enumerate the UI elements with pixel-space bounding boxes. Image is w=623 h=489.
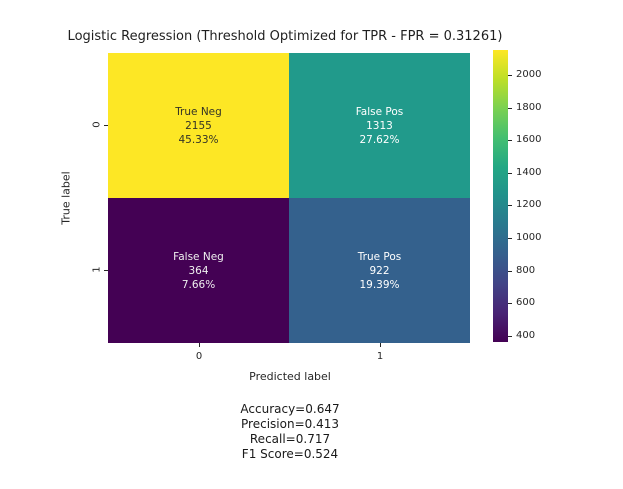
colorbar-tick-label: 600 [516,297,536,308]
cell-label: False Pos [355,105,404,118]
colorbar-tick-label: 1000 [516,232,542,243]
metric-recall: Recall=0.717 [249,432,331,446]
cell-count: 1313 [366,119,393,132]
metric-accuracy: Accuracy=0.647 [240,402,340,416]
colorbar-tick [508,108,512,109]
colorbar [493,50,508,342]
colorbar-tick-label: 1800 [516,102,542,113]
colorbar-tick [508,205,512,206]
confusion-matrix-heatmap: True Neg 2155 45.33% False Pos 1313 27.6… [108,53,470,343]
colorbar-tick [508,303,512,304]
colorbar-tick [508,75,512,76]
cell-label: False Neg [173,250,224,263]
chart-title: Logistic Regression (Threshold Optimized… [67,29,503,44]
colorbar-tick [508,140,512,141]
metrics-summary: Accuracy=0.647 Precision=0.413 Recall=0.… [240,402,339,462]
y-tick-label-0: 0 [91,121,103,128]
x-axis-label: Predicted label [249,370,331,383]
colorbar-tick-label: 1400 [516,167,542,178]
x-axis-tick [380,343,381,347]
y-axis-tick [104,125,108,126]
y-tick-label-1: 1 [91,266,103,273]
colorbar-tick-label: 1600 [516,134,542,145]
metric-precision: Precision=0.413 [241,417,339,431]
colorbar-tick-label: 400 [516,330,536,341]
cell-label: True Pos [357,250,402,263]
cell-percent: 7.66% [181,278,216,291]
colorbar-tick-label: 800 [516,265,536,276]
cell-true-neg: True Neg 2155 45.33% [108,53,289,198]
cell-false-pos: False Pos 1313 27.62% [289,53,470,198]
colorbar-tick-label: 1200 [516,199,542,210]
x-tick-label-0: 0 [195,351,203,362]
cell-true-pos: True Pos 922 19.39% [289,198,470,343]
cell-percent: 19.39% [359,278,400,291]
y-axis-label: True label [59,171,73,225]
colorbar-tick [508,238,512,239]
x-axis-tick [199,343,200,347]
cell-label: True Neg [175,105,222,118]
cell-count: 922 [369,264,390,277]
cell-count: 2155 [185,119,212,132]
cell-percent: 45.33% [178,133,219,146]
cell-false-neg: False Neg 364 7.66% [108,198,289,343]
colorbar-tick-label: 2000 [516,69,542,80]
cell-count: 364 [188,264,209,277]
colorbar-tick [508,173,512,174]
x-tick-label-1: 1 [376,351,384,362]
cell-percent: 27.62% [359,133,400,146]
colorbar-tick [508,336,512,337]
y-axis-tick [104,270,108,271]
metric-f1: F1 Score=0.524 [241,447,339,461]
colorbar-tick [508,271,512,272]
